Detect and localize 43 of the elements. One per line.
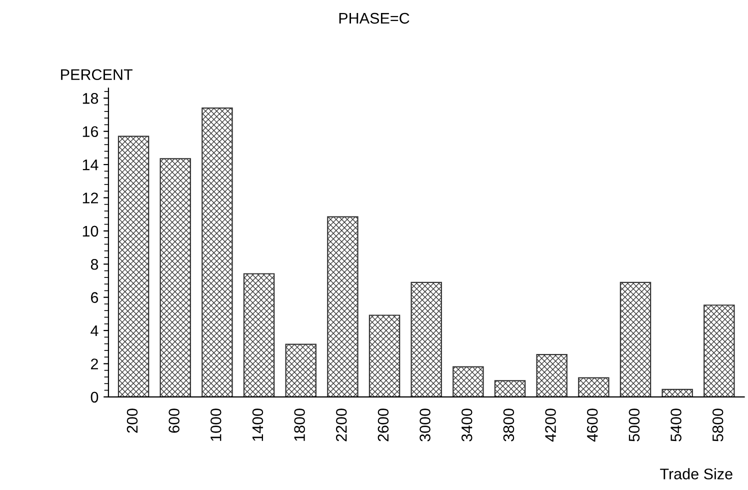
y-tick-label: 6: [91, 292, 98, 304]
x-tick-label: 1000: [210, 408, 222, 441]
bar: [536, 354, 568, 397]
x-tick-label: 4600: [586, 408, 598, 442]
bar: [285, 344, 316, 397]
bar: [704, 304, 735, 397]
x-tick-label: 3400: [461, 408, 472, 442]
bar: [662, 388, 693, 397]
x-tick-label: 3000: [420, 408, 430, 442]
y-tick-label: 2: [91, 358, 98, 370]
bar: [243, 273, 275, 397]
x-tick-label: 200: [126, 408, 138, 433]
x-tick-label: 5800: [712, 408, 724, 442]
bar: [452, 366, 484, 397]
y-tick-label: 0: [90, 392, 98, 403]
y-tick-label: 18: [82, 93, 98, 104]
chart-title: PHASE=C: [339, 12, 410, 24]
bar: [118, 136, 150, 397]
x-tick-label: 1400: [252, 408, 264, 441]
y-tick-label: 16: [82, 126, 98, 138]
x-tick-label: 2200: [336, 408, 347, 442]
y-tick-label: 14: [82, 160, 98, 170]
y-tick-label: 8: [90, 258, 98, 270]
bar: [578, 377, 610, 397]
x-axis-title: Trade Size: [660, 468, 732, 480]
x-tick-label: 5400: [670, 408, 682, 442]
y-tick-label: 10: [82, 226, 98, 237]
bar: [327, 216, 358, 397]
x-tick-label: 2600: [378, 408, 389, 442]
bar: [160, 158, 191, 397]
x-tick-label: 3800: [503, 408, 514, 442]
x-tick-label: 1800: [294, 408, 305, 441]
bar: [494, 380, 526, 397]
x-tick-label: 600: [168, 408, 180, 433]
y-axis-title: PERCENT: [61, 69, 132, 80]
y-tick-label: 4: [90, 326, 98, 336]
bar: [410, 282, 442, 397]
bar: [620, 282, 652, 397]
y-tick-label: 12: [82, 192, 98, 204]
bar: [368, 314, 400, 397]
bar: [202, 108, 233, 397]
x-tick-label: 4200: [545, 408, 556, 442]
x-tick-label: 5000: [628, 408, 640, 442]
